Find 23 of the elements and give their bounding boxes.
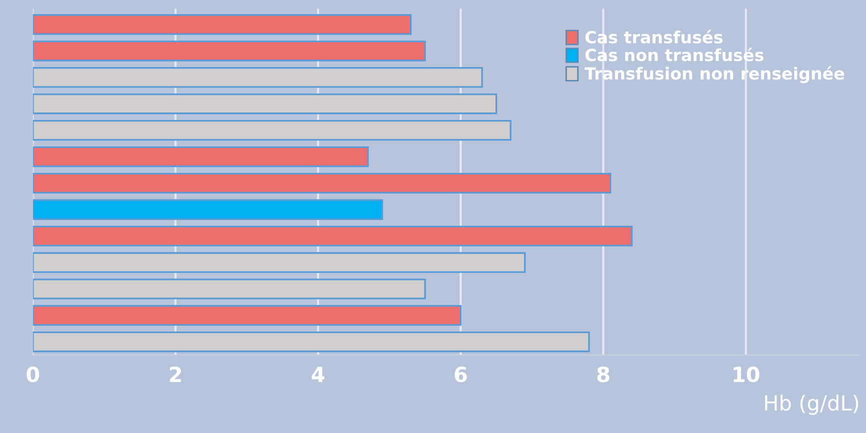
bar — [32, 94, 498, 114]
bar — [32, 199, 384, 220]
bar — [32, 278, 426, 300]
bar — [32, 14, 412, 35]
legend-label: Cas non transfusés — [585, 48, 764, 62]
x-tick-label: 2 — [170, 366, 181, 382]
x-tick-label: 0 — [26, 366, 40, 382]
x-tick-label: 4 — [312, 366, 324, 382]
bar — [32, 120, 512, 141]
bar — [32, 226, 633, 246]
bar — [32, 331, 590, 352]
legend-label: Transfusion non renseignée — [584, 66, 844, 84]
bar — [32, 172, 612, 194]
bar — [32, 305, 462, 326]
bar — [32, 67, 483, 88]
bar — [32, 146, 369, 168]
bar — [32, 252, 526, 273]
legend-label: Cas transfusés — [585, 30, 722, 44]
x-tick-label: 6 — [454, 366, 467, 382]
x-tick-label: 10 — [734, 366, 760, 382]
x-tick-label: 8 — [597, 366, 610, 382]
bar — [32, 40, 426, 62]
x-axis-title: Hb (g/dL) — [765, 394, 858, 415]
